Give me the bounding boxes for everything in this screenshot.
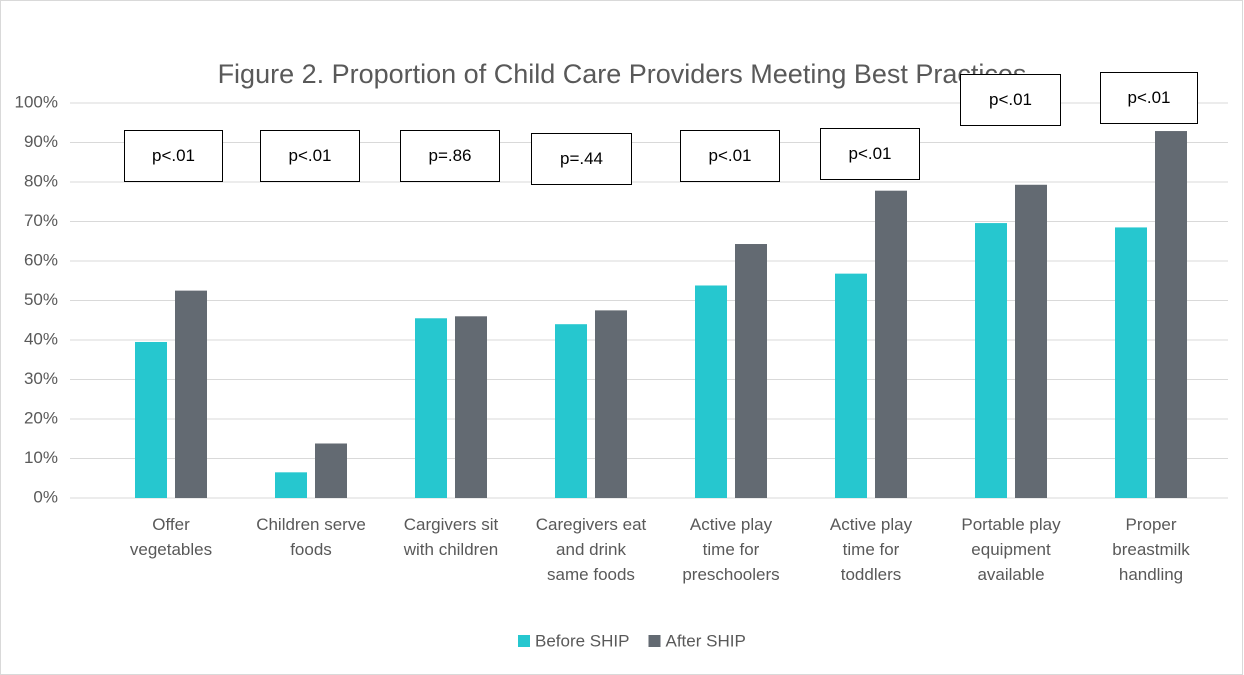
bar — [455, 316, 487, 498]
x-tick-label: Caregivers eat and drink same foods — [535, 515, 647, 584]
bar — [175, 290, 207, 498]
y-tick-label: 60% — [24, 250, 58, 269]
bar — [875, 190, 907, 498]
legend-label: After SHIP — [666, 631, 746, 650]
y-tick-label: 10% — [24, 448, 58, 467]
bar — [555, 324, 587, 498]
legend-swatch — [648, 635, 661, 647]
x-tick-label: Offer vegetables — [129, 515, 213, 559]
annotation: p<.01 — [124, 130, 223, 182]
bar — [135, 341, 167, 498]
bar — [275, 472, 307, 498]
y-tick-label: 20% — [24, 408, 58, 427]
x-tick-label: Active play time for preschoolers — [682, 515, 780, 584]
annotation: p<.01 — [960, 74, 1061, 126]
x-tick-label: Cargivers sit with children — [403, 515, 499, 559]
bar — [735, 244, 767, 498]
y-tick-label: 0% — [33, 487, 58, 506]
y-tick-label: 50% — [24, 290, 58, 309]
annotation: p<.01 — [680, 130, 780, 182]
x-tick-label: Portable play equipment available — [961, 515, 1061, 584]
y-tick-label: 40% — [24, 329, 58, 348]
chart-title: Figure 2. Proportion of Child Care Provi… — [218, 59, 1027, 89]
x-tick-label: Proper breastmilk handling — [1112, 515, 1190, 584]
x-tick-label: Active play time for toddlers — [829, 515, 913, 584]
annotation: p<.01 — [820, 128, 920, 180]
bar — [975, 223, 1007, 498]
legend-label: Before SHIP — [535, 631, 630, 650]
y-tick-label: 30% — [24, 369, 58, 388]
bar — [415, 318, 447, 498]
bar — [835, 273, 867, 498]
bar — [595, 310, 627, 498]
y-tick-label: 80% — [24, 171, 58, 190]
legend-swatch — [518, 635, 530, 647]
annotation: p=.86 — [400, 130, 500, 182]
bar — [1115, 227, 1147, 499]
annotation: p=.44 — [531, 133, 632, 185]
bar — [695, 285, 727, 498]
bar — [1015, 184, 1047, 498]
bar — [1155, 131, 1187, 499]
annotation: p<.01 — [260, 130, 360, 182]
y-tick-label: 70% — [24, 211, 58, 230]
x-tick-label: Children serve foods — [256, 515, 366, 559]
y-tick-label: 90% — [24, 132, 58, 151]
annotation: p<.01 — [1100, 72, 1198, 124]
y-tick-label: 100% — [15, 92, 58, 111]
bar — [315, 443, 347, 498]
